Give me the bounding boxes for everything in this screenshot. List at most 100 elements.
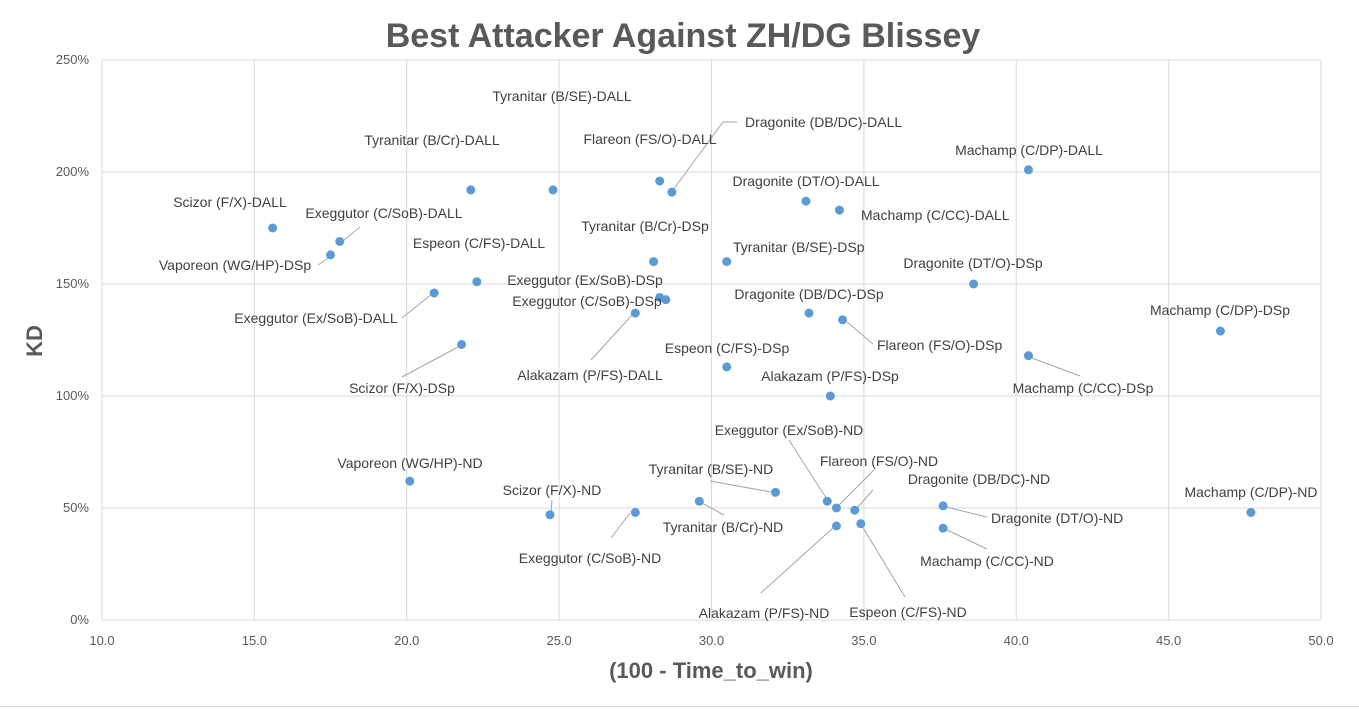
leader-line bbox=[788, 439, 829, 502]
x-tick-label: 40.0 bbox=[1004, 633, 1029, 648]
leader-line bbox=[342, 226, 361, 242]
data-label: Espeon (C/FS)-DSp bbox=[665, 340, 790, 356]
data-point bbox=[1246, 507, 1256, 517]
y-tick-label: 200% bbox=[56, 164, 90, 179]
data-point bbox=[661, 295, 671, 305]
data-point bbox=[969, 279, 979, 289]
data-point bbox=[834, 205, 844, 215]
data-label: Exeggutor (Ex/SoB)-DSp bbox=[507, 272, 663, 288]
x-tick-label: 50.0 bbox=[1308, 633, 1333, 648]
data-label: Tyranitar (B/SE)-DSp bbox=[733, 239, 865, 255]
leader-line bbox=[760, 526, 835, 594]
data-point bbox=[326, 250, 336, 260]
data-point bbox=[630, 308, 640, 318]
tick-labels: 10.0 15.0 20.0 25.0 30.0 35.0 40.0 45.0 50.0 0% 50… bbox=[56, 52, 1334, 648]
x-tick-label: 15.0 bbox=[242, 633, 267, 648]
data-label: Flareon (FS/O)-DSp bbox=[877, 337, 1002, 353]
data-label: Dragonite (DB/DC)-ND bbox=[908, 471, 1050, 487]
data-point bbox=[1023, 165, 1033, 175]
leader-line bbox=[550, 499, 553, 513]
data-labels: Scizor (F/X)-DALL Exeggutor (C/SoB)-DALL V… bbox=[159, 88, 1318, 621]
data-point bbox=[466, 185, 476, 195]
data-point bbox=[825, 391, 835, 401]
data-label: Dragonite (DT/O)-ND bbox=[991, 510, 1123, 526]
leader-line bbox=[846, 321, 874, 345]
data-point bbox=[770, 487, 780, 497]
x-tick-label: 25.0 bbox=[546, 633, 571, 648]
x-axis-title: (100 - Time_to_win) bbox=[609, 658, 813, 683]
data-label: Alakazam (P/FS)-ND bbox=[699, 605, 830, 621]
data-point bbox=[457, 339, 467, 349]
data-point bbox=[856, 519, 866, 529]
x-tick-label: 35.0 bbox=[851, 633, 876, 648]
data-label: Exeggutor (C/SoB)-DSp bbox=[512, 293, 662, 309]
y-tick-label: 150% bbox=[56, 276, 90, 291]
leader-line bbox=[856, 489, 874, 509]
data-point bbox=[801, 196, 811, 206]
y-tick-label: 50% bbox=[63, 500, 89, 515]
data-points bbox=[268, 165, 1256, 533]
data-point bbox=[649, 257, 659, 267]
leader-line bbox=[709, 480, 772, 493]
x-tick-label: 45.0 bbox=[1156, 633, 1181, 648]
data-point bbox=[1215, 326, 1225, 336]
leader-line bbox=[701, 502, 725, 516]
data-point bbox=[804, 308, 814, 318]
data-label: Espeon (C/FS)-DALL bbox=[413, 235, 545, 251]
leader-line bbox=[861, 525, 906, 598]
data-point bbox=[655, 176, 665, 186]
data-label: Exeggutor (C/SoB)-ND bbox=[519, 550, 661, 566]
data-label: Vaporeon (WG/HP)-ND bbox=[337, 455, 482, 471]
data-point bbox=[722, 257, 732, 267]
data-label: Alakazam (P/FS)-DSp bbox=[761, 368, 899, 384]
gridlines bbox=[101, 59, 1322, 621]
data-label: Tyranitar (B/Cr)-ND bbox=[663, 519, 784, 535]
data-label: Flareon (FS/O)-DALL bbox=[583, 131, 716, 147]
data-label: Dragonite (DB/DC)-DALL bbox=[745, 114, 902, 130]
data-point bbox=[722, 362, 732, 372]
data-point bbox=[548, 185, 558, 195]
data-label: Tyranitar (B/SE)-ND bbox=[649, 461, 773, 477]
x-tick-label: 20.0 bbox=[394, 633, 419, 648]
data-point bbox=[838, 315, 848, 325]
data-label: Vaporeon (WG/HP)-DSp bbox=[159, 257, 311, 273]
data-point bbox=[405, 476, 415, 486]
y-axis-title: KD bbox=[22, 325, 47, 357]
bottom-divider bbox=[0, 706, 1359, 707]
data-label: Tyranitar (B/Cr)-DSp bbox=[581, 218, 709, 234]
leader-line bbox=[1031, 357, 1081, 377]
data-label: Tyranitar (B/SE)-DALL bbox=[492, 88, 631, 104]
data-label: Scizor (F/X)-DSp bbox=[349, 380, 455, 396]
data-label: Machamp (C/DP)-DALL bbox=[955, 142, 1103, 158]
leader-line bbox=[590, 314, 633, 361]
data-label: Dragonite (DT/O)-DALL bbox=[732, 173, 879, 189]
data-point bbox=[335, 236, 345, 246]
data-point bbox=[472, 277, 482, 287]
leader-line bbox=[944, 528, 988, 550]
data-point bbox=[938, 523, 948, 533]
y-tick-label: 0% bbox=[70, 612, 89, 627]
data-label: Machamp (C/CC)-DSp bbox=[1013, 380, 1154, 396]
leader-line bbox=[401, 292, 434, 319]
data-label: Exeggutor (C/SoB)-DALL bbox=[305, 205, 462, 221]
data-label: Machamp (C/DP)-ND bbox=[1184, 484, 1317, 500]
data-label: Scizor (F/X)-ND bbox=[503, 482, 602, 498]
data-label: Machamp (C/CC)-ND bbox=[920, 553, 1054, 569]
data-label: Dragonite (DB/DC)-DSp bbox=[734, 286, 884, 302]
data-point bbox=[831, 521, 841, 531]
leader-line bbox=[945, 506, 988, 518]
data-label: Flareon (FS/O)-ND bbox=[820, 453, 938, 469]
data-label: Exeggutor (Ex/SoB)-DALL bbox=[234, 310, 398, 326]
leader-line bbox=[672, 121, 737, 191]
data-point bbox=[545, 510, 555, 520]
y-tick-label: 100% bbox=[56, 388, 90, 403]
data-point bbox=[630, 507, 640, 517]
data-label: Espeon (C/FS)-ND bbox=[849, 604, 966, 620]
leader-lines bbox=[317, 121, 1081, 598]
data-point bbox=[694, 496, 704, 506]
data-label: Scizor (F/X)-DALL bbox=[173, 194, 287, 210]
leader-line bbox=[837, 469, 875, 507]
data-label: Exeggutor (Ex/SoB)-ND bbox=[715, 422, 864, 438]
data-point bbox=[850, 505, 860, 515]
